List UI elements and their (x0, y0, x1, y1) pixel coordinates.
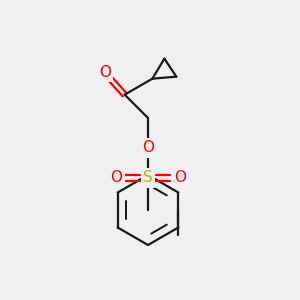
Text: O: O (142, 140, 154, 155)
Text: S: S (143, 170, 153, 185)
Text: O: O (110, 170, 122, 185)
Text: O: O (174, 170, 186, 185)
Text: O: O (99, 65, 111, 80)
